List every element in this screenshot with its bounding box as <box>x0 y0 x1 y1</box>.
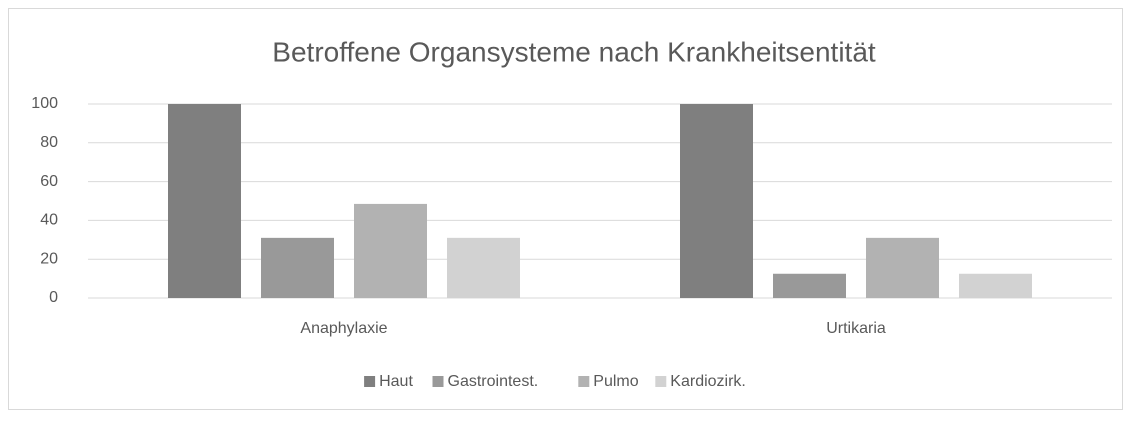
legend-swatch <box>364 376 376 387</box>
x-tick-label: Anaphylaxie <box>300 320 387 337</box>
y-tick-label: 80 <box>40 134 58 151</box>
bar <box>959 273 1032 298</box>
legend-label: Kardiozirk. <box>670 373 746 390</box>
legend-swatch <box>655 376 667 387</box>
bar <box>168 104 241 298</box>
x-tick-label: Urtikaria <box>826 320 886 337</box>
y-tick-label: 100 <box>31 95 58 112</box>
y-tick-label: 40 <box>40 212 58 229</box>
y-tick-label: 60 <box>40 173 58 190</box>
legend-label: Gastrointest. <box>448 373 539 390</box>
bar <box>354 203 427 298</box>
legend-label: Haut <box>379 373 413 390</box>
y-tick-label: 0 <box>49 289 58 306</box>
legend-swatch <box>578 376 590 387</box>
bar <box>261 237 334 298</box>
bar <box>680 104 753 298</box>
bar <box>866 237 939 298</box>
chart-title: Betroffene Organsysteme nach Krankheitse… <box>272 36 876 67</box>
bar <box>773 273 846 298</box>
bar <box>447 237 520 298</box>
y-tick-label: 20 <box>40 250 58 267</box>
legend-swatch <box>432 376 444 387</box>
legend-label: Pulmo <box>593 373 638 390</box>
